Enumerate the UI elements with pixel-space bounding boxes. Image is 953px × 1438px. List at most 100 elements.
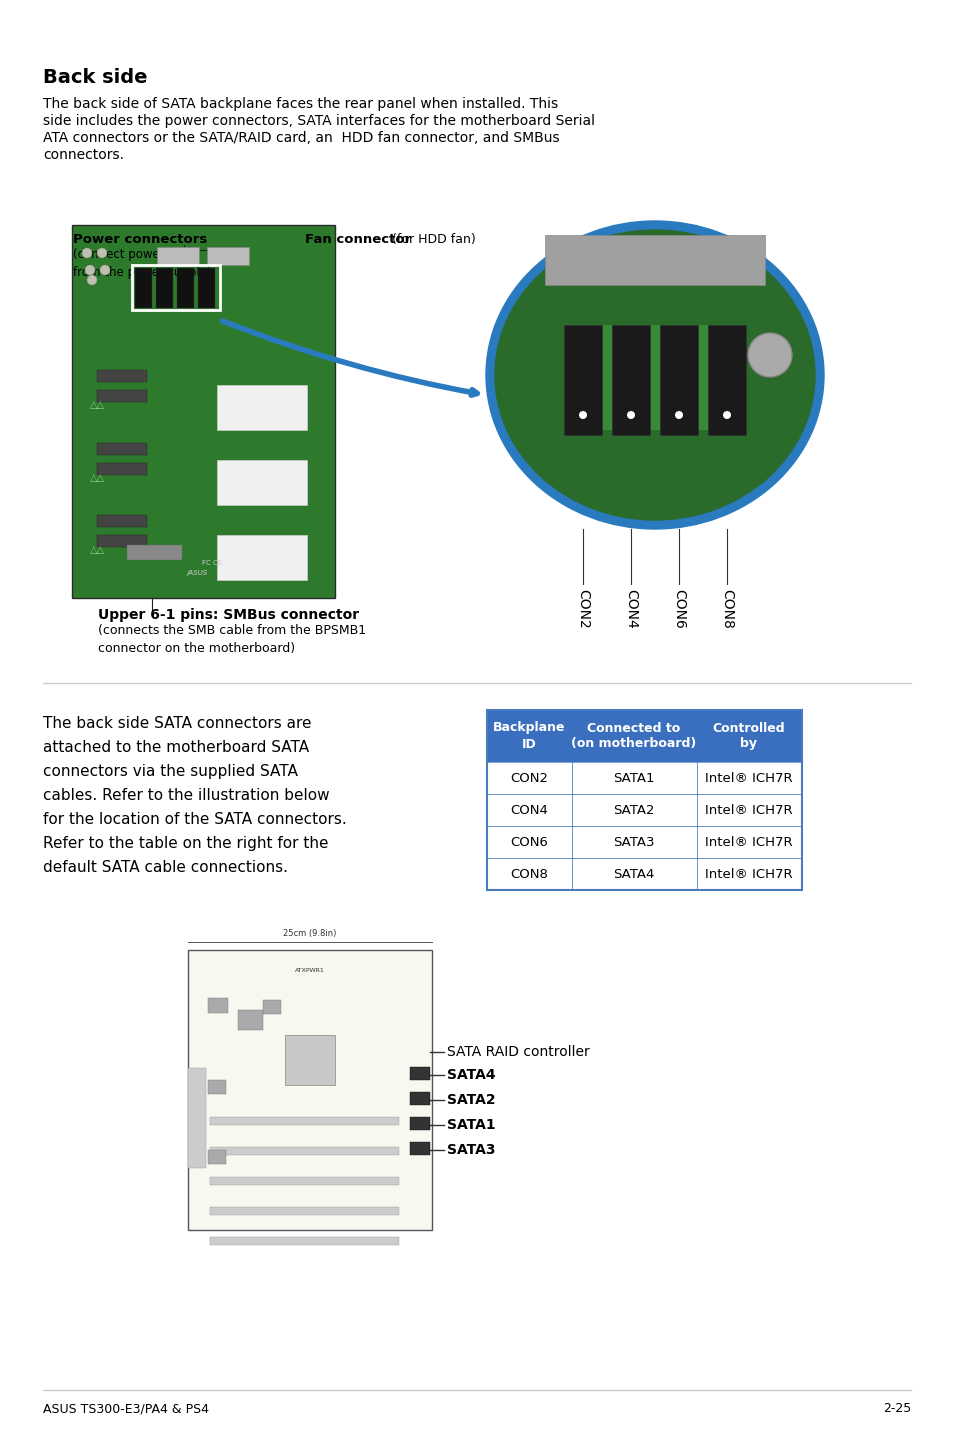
Text: attached to the motherboard SATA: attached to the motherboard SATA [43,741,309,755]
Text: FC CE: FC CE [202,559,222,567]
Bar [698,325,707,430]
Bar [410,1142,430,1155]
Bar [97,515,147,526]
Bar [486,858,572,890]
Bar [486,794,572,825]
Bar [697,710,801,762]
Circle shape [675,411,682,418]
Text: Intel® ICH7R: Intel® ICH7R [704,772,792,785]
Circle shape [100,265,110,275]
Bar [97,463,147,475]
Bar [697,794,801,825]
Bar [157,247,199,265]
Text: The back side SATA connectors are: The back side SATA connectors are [43,716,312,731]
Text: Refer to the table on the right for the: Refer to the table on the right for the [43,835,328,851]
Bar [177,267,193,308]
Bar [237,1009,263,1030]
Text: Connected to
(on motherboard): Connected to (on motherboard) [571,722,696,751]
Text: (connect power plugs
from the power supply): (connect power plugs from the power supp… [73,247,212,279]
Bar [486,762,572,794]
Text: △△: △△ [90,473,105,483]
Text: /ASUS: /ASUS [187,569,208,577]
Text: SATA RAID controller: SATA RAID controller [447,1045,589,1058]
Bar [210,1117,398,1125]
Bar [697,858,801,890]
Circle shape [85,265,95,275]
Bar [188,951,432,1229]
Text: connectors.: connectors. [43,148,124,162]
Text: CON6: CON6 [671,590,685,628]
Bar [572,710,697,762]
Circle shape [97,247,107,257]
Ellipse shape [485,221,823,529]
Bar [649,325,659,430]
Text: Intel® ICH7R: Intel® ICH7R [704,867,792,880]
Text: SATA3: SATA3 [613,835,654,848]
Bar [544,234,764,285]
Text: SATA2: SATA2 [613,804,654,817]
Bar [210,1148,398,1155]
Bar [208,1080,226,1094]
Text: SATA1: SATA1 [447,1117,496,1132]
Bar [216,535,307,580]
Bar [210,1206,398,1215]
Bar [263,999,281,1014]
Bar [410,1117,430,1130]
Bar [132,265,220,311]
Bar [486,825,572,858]
Bar [486,710,801,890]
Bar [697,825,801,858]
Bar [285,1035,335,1086]
Text: SATA4: SATA4 [613,867,654,880]
Bar [572,825,697,858]
Bar [572,762,697,794]
Bar [207,247,249,265]
Text: 2-25: 2-25 [882,1402,910,1415]
Bar [97,535,147,546]
Bar [97,443,147,454]
Bar [71,224,335,598]
Text: CON8: CON8 [510,867,547,880]
Bar [486,710,572,762]
Text: cables. Refer to the illustration below: cables. Refer to the illustration below [43,788,330,802]
Circle shape [87,275,97,285]
Bar [97,390,147,403]
Text: CON8: CON8 [720,590,733,628]
Text: Intel® ICH7R: Intel® ICH7R [704,804,792,817]
Text: CON2: CON2 [510,772,547,785]
Text: SATA4: SATA4 [447,1068,496,1081]
Bar [697,762,801,794]
Bar [707,325,745,436]
Text: CON2: CON2 [576,590,589,628]
Circle shape [722,411,730,418]
Text: default SATA cable connections.: default SATA cable connections. [43,860,288,874]
Text: CON4: CON4 [623,590,638,628]
Bar [572,858,697,890]
Text: ATXPWR1: ATXPWR1 [294,968,324,974]
Text: △△: △△ [90,545,105,555]
Bar [410,1091,430,1104]
Circle shape [82,247,91,257]
Bar [410,1067,430,1080]
Text: Back side: Back side [43,68,148,88]
Text: Controlled
by: Controlled by [712,722,784,751]
Text: Fan connector: Fan connector [305,233,411,246]
Circle shape [747,334,791,377]
Text: CON4: CON4 [510,804,547,817]
Bar [97,370,147,383]
Bar [601,325,612,430]
Bar [216,460,307,505]
Text: ASUS TS300-E3/PA4 & PS4: ASUS TS300-E3/PA4 & PS4 [43,1402,209,1415]
Text: 25cm (9.8in): 25cm (9.8in) [283,929,336,938]
Text: CON6: CON6 [510,835,547,848]
Text: SATA3: SATA3 [447,1143,495,1158]
Text: connectors via the supplied SATA: connectors via the supplied SATA [43,764,297,779]
Bar [127,545,182,559]
Bar [563,325,601,436]
Text: Upper 6-1 pins: SMBus connector: Upper 6-1 pins: SMBus connector [98,608,358,623]
Text: SATA2: SATA2 [447,1093,496,1107]
Bar [216,385,307,430]
Bar [135,267,152,308]
Circle shape [626,411,635,418]
Bar [572,794,697,825]
